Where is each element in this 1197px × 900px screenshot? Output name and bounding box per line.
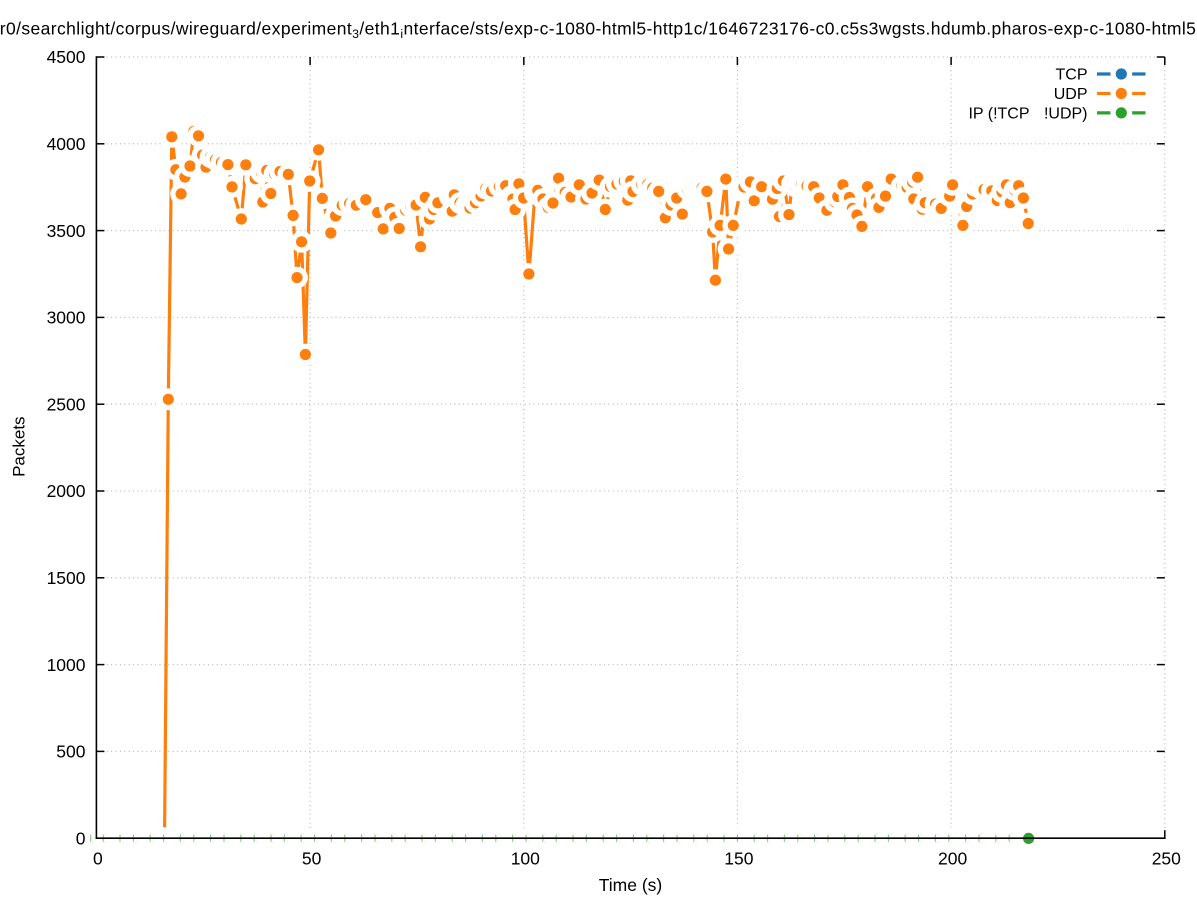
svg-text:IP (!TCP !UDP): IP (!TCP !UDP) bbox=[968, 106, 1087, 123]
svg-text:4500: 4500 bbox=[47, 47, 86, 67]
svg-text:r0/searchlight/corpus/wireguar: r0/searchlight/corpus/wireguard/experime… bbox=[0, 19, 1196, 42]
svg-text:500: 500 bbox=[56, 742, 85, 762]
svg-text:1000: 1000 bbox=[47, 655, 86, 675]
svg-text:250: 250 bbox=[1152, 849, 1181, 869]
svg-text:Time (s): Time (s) bbox=[599, 875, 663, 895]
svg-text:0: 0 bbox=[76, 828, 86, 848]
svg-text:Packets: Packets bbox=[9, 416, 28, 476]
svg-text:3500: 3500 bbox=[47, 221, 86, 241]
svg-text:200: 200 bbox=[938, 849, 967, 869]
svg-text:UDP: UDP bbox=[1054, 86, 1088, 103]
svg-text:150: 150 bbox=[724, 849, 753, 869]
svg-text:50: 50 bbox=[302, 849, 322, 869]
svg-text:2500: 2500 bbox=[47, 394, 86, 414]
svg-text:1500: 1500 bbox=[47, 568, 86, 588]
svg-text:100: 100 bbox=[511, 849, 540, 869]
svg-text:0: 0 bbox=[93, 849, 103, 869]
svg-text:3000: 3000 bbox=[47, 308, 86, 328]
svg-text:2000: 2000 bbox=[47, 481, 86, 501]
svg-text:4000: 4000 bbox=[47, 134, 86, 154]
svg-text:TCP: TCP bbox=[1056, 67, 1088, 84]
